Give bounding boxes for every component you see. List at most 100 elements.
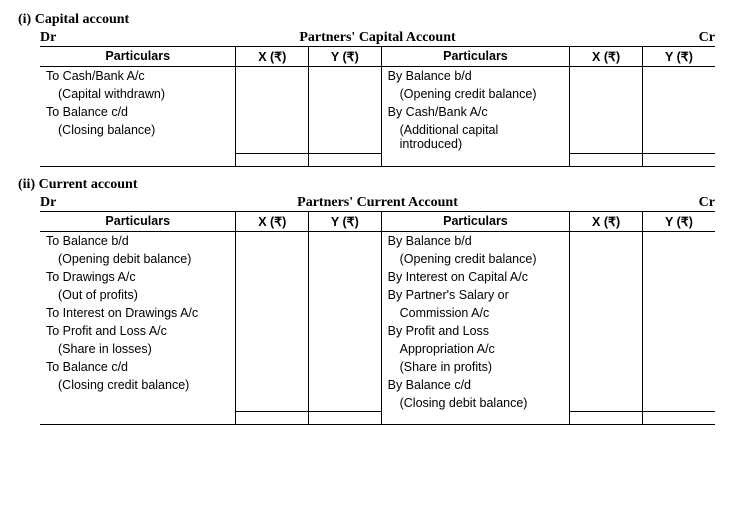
amount-cell bbox=[309, 376, 382, 394]
table-row: To Profit and Loss A/c By Profit and Loss bbox=[40, 322, 715, 340]
total-cell bbox=[642, 412, 715, 425]
particulars-cell: By Cash/Bank A/c bbox=[381, 103, 570, 121]
amount-cell bbox=[236, 340, 309, 358]
particulars-cell: Commission A/c bbox=[381, 304, 570, 322]
amount-cell bbox=[309, 358, 382, 376]
total-cell bbox=[642, 153, 715, 166]
amount-cell bbox=[236, 231, 309, 250]
column-header: X (₹) bbox=[236, 47, 309, 67]
particulars-cell: By Balance c/d bbox=[381, 376, 570, 394]
amount-cell bbox=[236, 268, 309, 286]
amount-cell bbox=[236, 358, 309, 376]
particulars-cell: To Cash/Bank A/c bbox=[40, 67, 236, 86]
amount-cell bbox=[642, 358, 715, 376]
amount-cell bbox=[570, 358, 643, 376]
amount-cell bbox=[236, 286, 309, 304]
amount-cell bbox=[309, 286, 382, 304]
amount-cell bbox=[570, 340, 643, 358]
total-cell bbox=[381, 412, 570, 425]
amount-cell bbox=[236, 85, 309, 103]
particulars-cell: To Balance b/d bbox=[40, 231, 236, 250]
particulars-cell: (Capital withdrawn) bbox=[40, 85, 236, 103]
table-row: (Closing debit balance) bbox=[40, 394, 715, 412]
particulars-cell: (Opening credit balance) bbox=[381, 250, 570, 268]
table-row: To Cash/Bank A/c By Balance b/d bbox=[40, 67, 715, 86]
amount-cell bbox=[309, 103, 382, 121]
particulars-cell: By Profit and Loss bbox=[381, 322, 570, 340]
table-row: (Out of profits)By Partner's Salary or bbox=[40, 286, 715, 304]
dr-cr-title-row: DrPartners' Capital AccountCr bbox=[40, 30, 715, 46]
column-header: Particulars bbox=[40, 47, 236, 67]
column-header: Y (₹) bbox=[309, 211, 382, 231]
amount-cell bbox=[570, 394, 643, 412]
amount-cell bbox=[642, 376, 715, 394]
total-cell bbox=[570, 412, 643, 425]
amount-cell bbox=[236, 250, 309, 268]
particulars-cell: To Drawings A/c bbox=[40, 268, 236, 286]
section-heading: (i) Capital account bbox=[18, 12, 715, 28]
amount-cell bbox=[570, 376, 643, 394]
amount-cell bbox=[642, 85, 715, 103]
amount-cell bbox=[236, 103, 309, 121]
dr-cr-title-row: DrPartners' Current AccountCr bbox=[40, 195, 715, 211]
column-header: X (₹) bbox=[236, 211, 309, 231]
table-row: (Closing balance)(Additional capital int… bbox=[40, 121, 715, 153]
amount-cell bbox=[642, 121, 715, 153]
amount-cell bbox=[642, 67, 715, 86]
table-row: To Balance b/d By Balance b/d bbox=[40, 231, 715, 250]
total-cell bbox=[570, 153, 643, 166]
particulars-cell: (Share in profits) bbox=[381, 358, 570, 376]
amount-cell bbox=[642, 103, 715, 121]
amount-cell bbox=[642, 231, 715, 250]
particulars-cell: To Balance c/d bbox=[40, 103, 236, 121]
amount-cell bbox=[570, 85, 643, 103]
amount-cell bbox=[570, 268, 643, 286]
particulars-cell: (Opening credit balance) bbox=[381, 85, 570, 103]
table-row: To Balance c/d (Share in profits) bbox=[40, 358, 715, 376]
column-header: Y (₹) bbox=[642, 211, 715, 231]
account-table: ParticularsX (₹)Y (₹)ParticularsX (₹)Y (… bbox=[40, 46, 715, 167]
particulars-cell: (Opening debit balance) bbox=[40, 250, 236, 268]
amount-cell bbox=[309, 67, 382, 86]
amount-cell bbox=[236, 121, 309, 153]
amount-cell bbox=[570, 67, 643, 86]
amount-cell bbox=[642, 394, 715, 412]
particulars-cell: (Out of profits) bbox=[40, 286, 236, 304]
amount-cell bbox=[642, 268, 715, 286]
amount-cell bbox=[570, 322, 643, 340]
column-header: Particulars bbox=[381, 47, 570, 67]
amount-cell bbox=[236, 322, 309, 340]
particulars-cell: To Profit and Loss A/c bbox=[40, 322, 236, 340]
total-cell bbox=[309, 153, 382, 166]
total-cell bbox=[309, 412, 382, 425]
total-cell bbox=[40, 412, 236, 425]
particulars-cell: Appropriation A/c bbox=[381, 340, 570, 358]
amount-cell bbox=[570, 286, 643, 304]
column-header: Particulars bbox=[381, 211, 570, 231]
particulars-cell: (Closing debit balance) bbox=[381, 394, 570, 412]
amount-cell bbox=[642, 286, 715, 304]
table-row: (Capital withdrawn) (Opening credit balan… bbox=[40, 85, 715, 103]
amount-cell bbox=[642, 340, 715, 358]
account-table: ParticularsX (₹)Y (₹)ParticularsX (₹)Y (… bbox=[40, 211, 715, 426]
particulars-cell: By Interest on Capital A/c bbox=[381, 268, 570, 286]
amount-cell bbox=[236, 394, 309, 412]
amount-cell bbox=[309, 322, 382, 340]
column-header: X (₹) bbox=[570, 47, 643, 67]
dr-label: Dr bbox=[40, 195, 56, 211]
particulars-cell bbox=[40, 394, 236, 412]
amount-cell bbox=[309, 304, 382, 322]
amount-cell bbox=[309, 394, 382, 412]
column-header: X (₹) bbox=[570, 211, 643, 231]
amount-cell bbox=[236, 67, 309, 86]
particulars-cell: (Closing credit balance) bbox=[40, 376, 236, 394]
amount-cell bbox=[236, 376, 309, 394]
total-cell bbox=[236, 153, 309, 166]
cr-label: Cr bbox=[699, 30, 715, 46]
particulars-cell: To Balance c/d bbox=[40, 358, 236, 376]
account-title: Partners' Current Account bbox=[297, 195, 458, 211]
particulars-cell: By Balance b/d bbox=[381, 231, 570, 250]
amount-cell bbox=[642, 304, 715, 322]
particulars-cell: (Additional capital introduced) bbox=[381, 121, 570, 153]
particulars-cell: By Balance b/d bbox=[381, 67, 570, 86]
